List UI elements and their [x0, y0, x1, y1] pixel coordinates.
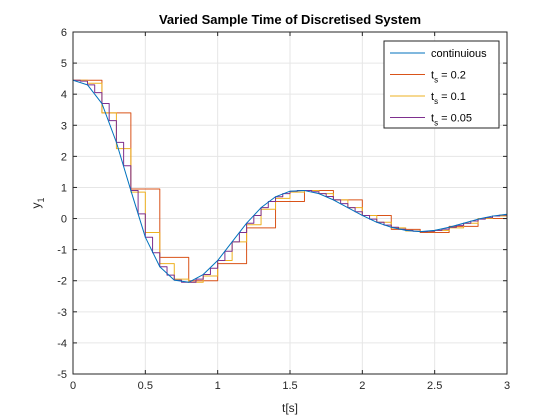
- legend-entry-subscript: s: [434, 119, 438, 128]
- y-tick-label: 5: [61, 58, 67, 70]
- y-tick-label: -1: [57, 245, 67, 257]
- legend-entry-1: ts = 0.2: [431, 70, 466, 85]
- legend-entry-name: continuious: [431, 48, 487, 60]
- y-tick-label: -2: [57, 276, 67, 288]
- ticks: 0 0.5 1 1.5 2 2.5 3 -5 -4 -3 -2 -1 0 1 2 3 4 5 6: [57, 27, 510, 392]
- legend-entry-subscript: s: [434, 76, 438, 85]
- legend-entry-name: t: [431, 91, 434, 103]
- y-tick-label: 0: [61, 214, 67, 226]
- y-axis-label-main: y: [29, 203, 43, 209]
- legend-entry-name: t: [431, 113, 434, 125]
- legend-entry-subscript: s: [434, 97, 438, 106]
- x-tick-label: 1.5: [282, 380, 297, 392]
- series-layer: [73, 79, 507, 283]
- legend-box: [383, 40, 500, 129]
- y-tick-label: 2: [61, 151, 67, 163]
- x-tick-label: 0: [70, 380, 76, 392]
- y-tick-label: -5: [57, 369, 67, 381]
- y-tick-label: -4: [57, 338, 67, 350]
- x-tick-label: 2: [359, 380, 365, 392]
- x-axis-label: t[s]: [282, 401, 298, 415]
- legend-entry-3: ts = 0.05: [431, 113, 472, 128]
- legend-entry-0: continuious: [431, 48, 487, 60]
- legend-entry-name: t: [431, 70, 434, 82]
- series-line-0: [73, 79, 507, 283]
- x-tick-label: 0.5: [138, 380, 153, 392]
- series-line-1: [73, 79, 507, 282]
- y-tick-label: 6: [61, 27, 67, 39]
- x-tick-label: 1: [215, 380, 221, 392]
- y-tick-label: 4: [61, 89, 67, 101]
- y-tick-label: -3: [57, 307, 67, 319]
- y-tick-label: 1: [61, 182, 67, 194]
- x-tick-label: 2.5: [427, 380, 442, 392]
- x-tick-label: 3: [504, 380, 510, 392]
- y-axis-label-subscript: 1: [36, 197, 46, 202]
- legend-entry-suffix: = 0.1: [438, 91, 466, 103]
- legend-entry-2: ts = 0.1: [431, 91, 466, 106]
- legend-entry-suffix: = 0.2: [438, 70, 466, 82]
- legend-entry-suffix: = 0.05: [438, 113, 472, 125]
- y-axis-label: y1: [29, 197, 46, 208]
- chart-title: Varied Sample Time of Discretised System: [159, 12, 421, 27]
- y-tick-label: 3: [61, 120, 67, 132]
